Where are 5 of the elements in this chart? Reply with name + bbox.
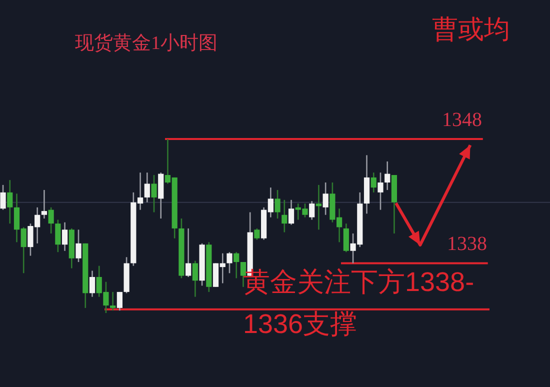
annotation: 黄金关注下方1338-1336支撑 — [243, 266, 476, 341]
text: 曹或均 — [432, 14, 510, 46]
chart-title: 现货黄金1小时图 — [75, 32, 218, 56]
text: 1348 — [442, 108, 482, 132]
text: 1338 — [447, 232, 487, 256]
